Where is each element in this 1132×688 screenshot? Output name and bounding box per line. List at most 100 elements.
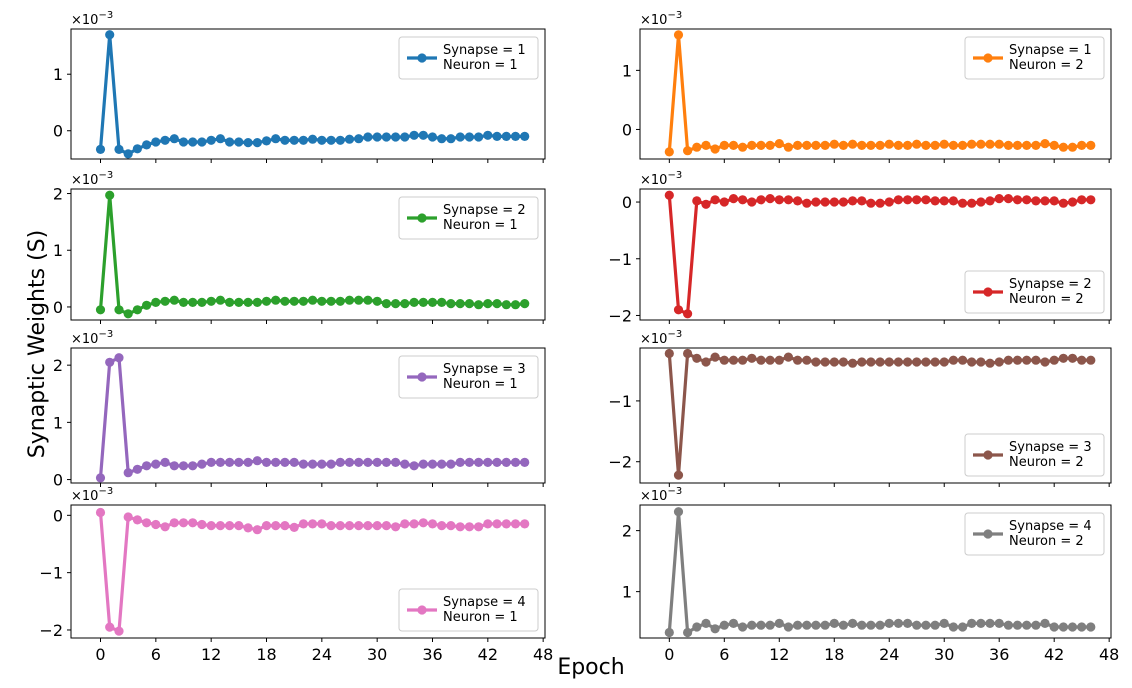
x-tick-label: 18 — [824, 645, 844, 664]
axis-multiplier: ×10−3 — [71, 486, 113, 504]
data-point — [446, 521, 456, 531]
data-point — [939, 618, 949, 629]
data-point — [225, 457, 235, 467]
data-point — [95, 144, 106, 154]
legend-entry: Synapse = 1 — [443, 43, 526, 58]
data-point — [921, 620, 931, 630]
data-point — [271, 295, 281, 305]
data-point — [261, 457, 272, 467]
data-point — [1058, 622, 1068, 632]
data-point — [976, 357, 986, 367]
data-point — [510, 131, 521, 141]
data-point — [820, 197, 830, 207]
data-point — [829, 197, 839, 207]
legend-marker — [417, 213, 427, 223]
data-point — [765, 620, 775, 630]
data-point — [747, 620, 757, 630]
data-point — [692, 142, 702, 152]
data-point — [308, 459, 318, 469]
data-point — [958, 198, 968, 208]
data-point — [142, 140, 152, 150]
data-point — [1031, 140, 1041, 150]
data-point — [930, 357, 940, 367]
data-point — [673, 305, 684, 315]
data-point — [756, 355, 766, 365]
y-tick-label: 1 — [53, 413, 63, 432]
data-point — [114, 305, 124, 315]
legend-box — [964, 433, 1105, 477]
data-point — [280, 457, 290, 467]
data-point — [1086, 195, 1096, 205]
data-point — [391, 522, 401, 532]
x-tick-label: 6 — [151, 645, 161, 664]
data-point — [692, 353, 702, 363]
data-point — [728, 140, 739, 150]
data-point — [719, 197, 729, 207]
data-point — [298, 135, 308, 145]
data-point — [225, 137, 235, 147]
data-point — [921, 357, 931, 367]
data-point — [838, 197, 849, 207]
data-point — [939, 139, 949, 149]
data-point — [363, 295, 373, 305]
data-point — [728, 618, 739, 629]
x-tick-label: 42 — [478, 645, 498, 664]
data-point — [243, 523, 253, 533]
data-point — [363, 457, 373, 467]
data-point — [948, 196, 959, 206]
data-point — [271, 134, 281, 144]
data-point — [866, 140, 876, 150]
data-point — [857, 620, 867, 630]
data-point — [884, 618, 894, 629]
x-tick-label: 12 — [201, 645, 221, 664]
data-point — [206, 457, 216, 467]
data-point — [197, 137, 207, 147]
data-point — [793, 140, 803, 150]
data-point — [912, 620, 922, 630]
legend-entry: Neuron = 2 — [1009, 292, 1084, 307]
data-point — [710, 352, 720, 362]
data-point — [483, 299, 493, 309]
data-point — [510, 300, 521, 310]
data-point — [802, 140, 812, 150]
data-point — [354, 521, 364, 531]
data-point — [829, 139, 839, 149]
data-point — [354, 295, 364, 305]
data-point — [188, 461, 198, 471]
legend-marker — [417, 605, 427, 615]
data-point — [1040, 139, 1050, 149]
data-point — [354, 457, 364, 467]
data-point — [427, 519, 438, 529]
data-point — [381, 457, 391, 467]
legend-box — [398, 196, 539, 240]
data-point — [169, 295, 179, 305]
data-point — [344, 457, 355, 467]
data-point — [381, 521, 391, 531]
y-tick-label: −2 — [39, 621, 63, 640]
data-point — [747, 353, 757, 363]
subplot: ×10−3 0 −1 −2 0 6 12 18 24 30 36 42 48 Synapse = 4Neu… — [39, 486, 553, 664]
data-point — [317, 135, 327, 145]
y-tick-label: 0 — [622, 193, 632, 212]
data-point — [673, 470, 684, 480]
data-point — [391, 457, 401, 467]
legend-entry: Synapse = 2 — [1009, 277, 1092, 292]
data-point — [400, 299, 410, 309]
data-point — [967, 618, 977, 629]
data-point — [875, 357, 885, 367]
axes-frame — [70, 28, 546, 160]
data-point — [939, 357, 949, 367]
data-point — [455, 457, 465, 467]
axis-multiplier: ×10−3 — [71, 329, 113, 347]
y-tick-label: −2 — [608, 306, 632, 325]
data-point — [793, 620, 803, 630]
data-point — [160, 135, 170, 145]
data-point — [501, 300, 511, 310]
data-point — [985, 139, 995, 149]
data-point — [994, 194, 1004, 204]
data-point — [501, 457, 511, 467]
data-point — [820, 357, 830, 367]
data-point — [261, 296, 272, 306]
data-point — [903, 140, 913, 150]
